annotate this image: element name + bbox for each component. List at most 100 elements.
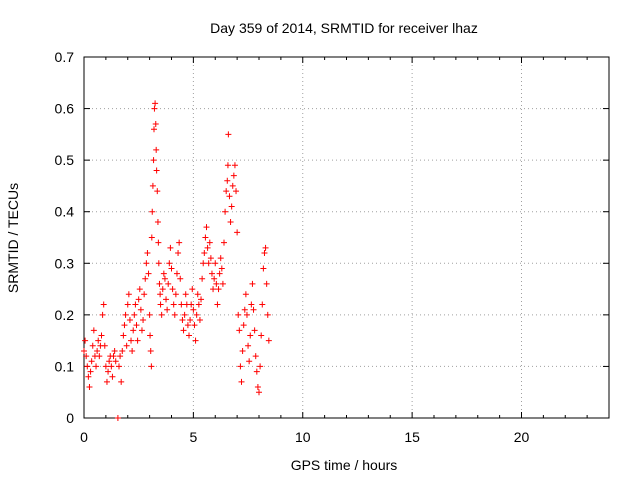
data-point [248, 301, 255, 308]
data-point [228, 203, 235, 210]
data-point [157, 301, 164, 308]
data-point [130, 327, 137, 334]
data-point [242, 291, 249, 298]
grid [84, 57, 609, 418]
data-point [252, 353, 259, 360]
data-point [100, 301, 107, 308]
data-point [246, 358, 253, 365]
y-tick-label: 0.6 [55, 101, 75, 117]
data-point [170, 301, 177, 308]
data-point [175, 249, 182, 256]
data-point [133, 322, 140, 329]
data-point [217, 255, 224, 262]
data-point [256, 389, 262, 396]
data-point [235, 311, 242, 318]
data-point [224, 177, 231, 184]
data-point [265, 337, 272, 344]
y-tick-label: 0.2 [55, 307, 75, 323]
data-point [201, 249, 208, 256]
data-point [169, 286, 176, 293]
data-point [249, 280, 256, 287]
x-tick-label: 10 [295, 429, 311, 445]
data-point [154, 219, 161, 226]
data-point [129, 347, 136, 354]
y-tick-label: 0.7 [55, 49, 75, 65]
data-point [85, 373, 92, 380]
data-point [221, 239, 227, 246]
data-point [131, 311, 138, 318]
data-point [222, 208, 229, 215]
y-axis-label: SRMTID / TECUs [5, 183, 21, 293]
data-point [204, 244, 211, 251]
data-point [125, 291, 132, 298]
data-points [81, 100, 272, 421]
y-tick-label: 0.3 [55, 255, 75, 271]
data-point [94, 347, 101, 354]
data-point [208, 270, 215, 277]
data-point [177, 275, 184, 282]
data-point [236, 327, 243, 334]
data-point [121, 322, 128, 329]
data-point [195, 301, 202, 308]
y-tick-label: 0 [66, 410, 74, 426]
data-point [155, 260, 162, 267]
data-point [148, 363, 155, 370]
data-point [82, 337, 89, 344]
data-point [102, 363, 109, 370]
data-point [184, 322, 191, 329]
data-point [99, 311, 106, 318]
data-point [112, 358, 119, 365]
data-point [147, 332, 154, 339]
data-point [123, 342, 130, 349]
data-point [193, 311, 200, 318]
x-tick-label: 15 [404, 429, 420, 445]
data-point [219, 280, 226, 287]
data-point [212, 260, 219, 267]
data-point [128, 337, 135, 344]
data-point [260, 265, 267, 272]
data-point [132, 301, 139, 308]
tick-labels: 0 5 10 15 20 0 0.1 0.2 0.3 0.4 0.5 0.6 0.7 [55, 49, 530, 445]
data-point [114, 415, 121, 421]
data-point [261, 249, 268, 256]
data-point [180, 327, 187, 334]
y-tick-label: 0.1 [55, 358, 75, 374]
data-point [182, 291, 189, 298]
data-point [141, 291, 148, 298]
data-point [143, 260, 150, 267]
data-point [103, 378, 110, 385]
data-point [151, 105, 158, 112]
data-point [203, 224, 210, 231]
data-point [83, 353, 90, 360]
data-point [122, 311, 129, 318]
data-point [223, 188, 230, 195]
data-point [146, 311, 153, 318]
data-point [213, 280, 220, 287]
data-point [142, 275, 149, 282]
data-point [202, 234, 209, 241]
data-point [148, 234, 155, 241]
data-point [149, 208, 156, 215]
data-point [108, 363, 115, 370]
x-tick-label: 20 [514, 429, 530, 445]
data-point [166, 260, 173, 267]
data-point [90, 327, 97, 334]
data-point [153, 167, 160, 174]
plot-border [83, 56, 610, 419]
data-point [119, 347, 126, 354]
data-point [225, 131, 232, 138]
data-point [254, 384, 261, 391]
data-point [231, 162, 238, 169]
data-point [138, 327, 145, 334]
data-point [106, 358, 113, 365]
data-point [137, 306, 144, 313]
data-point [86, 384, 93, 391]
data-point [264, 311, 271, 318]
data-point [226, 193, 233, 200]
data-point [251, 327, 258, 334]
x-axis-label: GPS time / hours [291, 457, 398, 473]
data-point [154, 188, 161, 195]
data-point [200, 260, 207, 267]
data-point [187, 317, 194, 324]
